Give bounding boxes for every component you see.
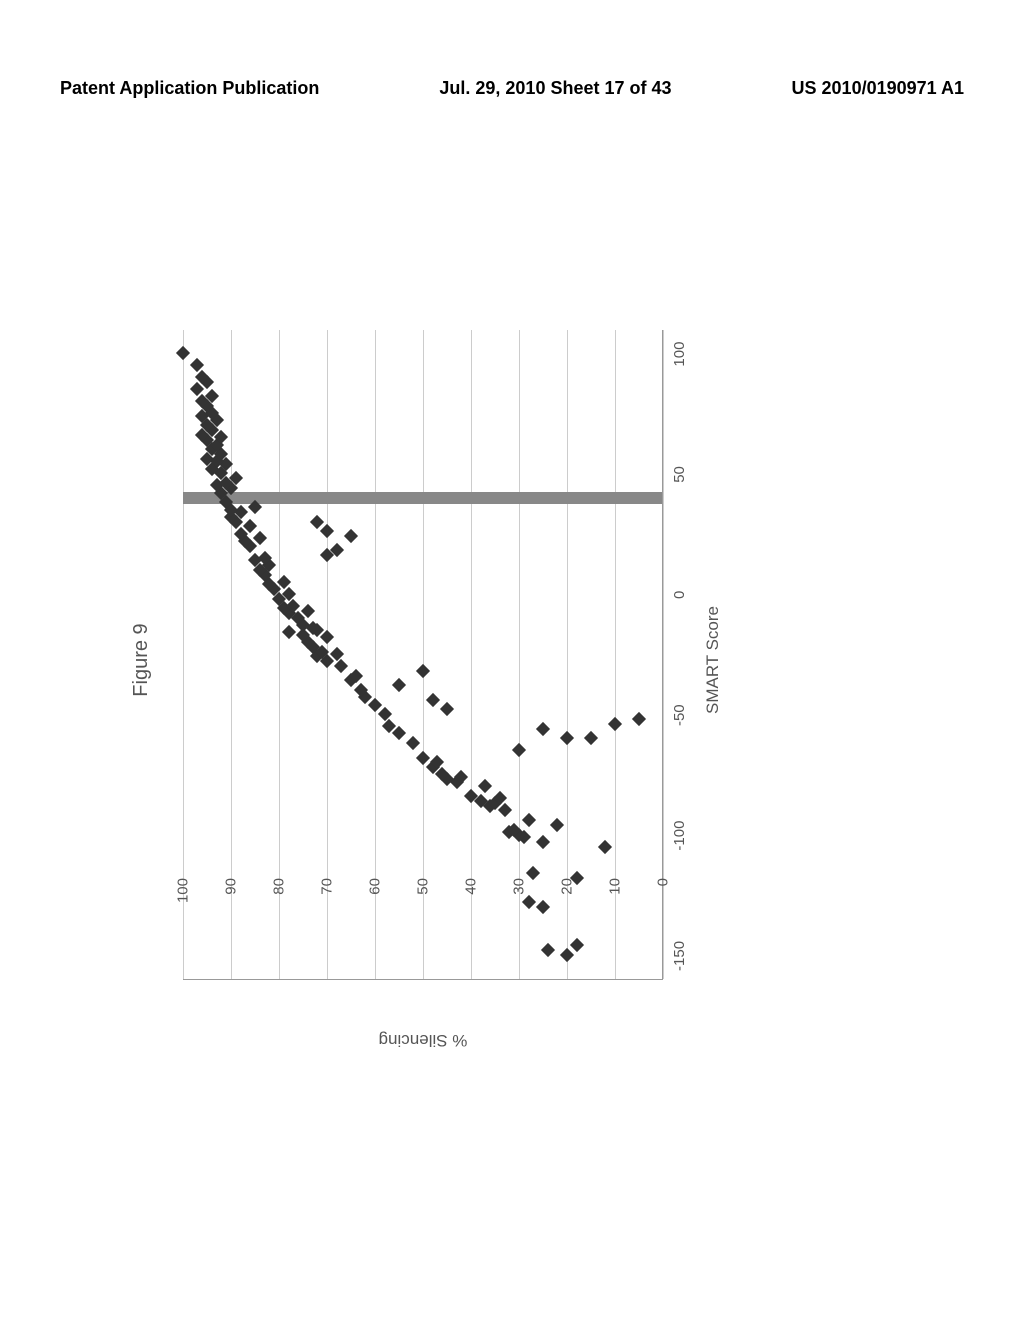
data-point: [310, 515, 324, 529]
x-tick-label: 0: [671, 591, 688, 599]
y-tick-label: 60: [367, 878, 384, 918]
y-tick-label: 20: [559, 878, 576, 918]
data-point: [584, 731, 598, 745]
data-point: [176, 346, 190, 360]
data-point: [560, 948, 574, 962]
data-point: [416, 750, 430, 764]
data-point: [416, 664, 430, 678]
x-tick-label: 50: [671, 466, 688, 483]
data-point: [320, 630, 334, 644]
data-point: [320, 524, 334, 538]
data-point: [512, 743, 526, 757]
data-point: [406, 736, 420, 750]
x-tick-label: 100: [671, 342, 688, 367]
data-point: [632, 712, 646, 726]
x-axis-label: SMART Score: [703, 606, 723, 714]
scatter-chart: % Silencing SMART Score 0102030405060708…: [173, 280, 733, 1040]
data-point: [522, 813, 536, 827]
data-point: [282, 625, 296, 639]
data-point: [498, 803, 512, 817]
data-point: [426, 693, 440, 707]
x-tick-label: -150: [671, 941, 688, 971]
data-point: [550, 818, 564, 832]
data-point: [392, 678, 406, 692]
header-left: Patent Application Publication: [60, 78, 319, 99]
y-tick-label: 10: [607, 878, 624, 918]
header-center: Jul. 29, 2010 Sheet 17 of 43: [439, 78, 671, 99]
data-point: [368, 697, 382, 711]
x-tick-label: -100: [671, 821, 688, 851]
data-point: [536, 835, 550, 849]
figure-area: Figure 9 % Silencing SMART Score 0 10 20 30…: [130, 250, 890, 1070]
data-point: [392, 726, 406, 740]
data-point: [541, 943, 555, 957]
y-tick-label: 30: [511, 878, 528, 918]
data-point: [344, 529, 358, 543]
data-point: [440, 702, 454, 716]
y-tick-label: 70: [319, 878, 336, 918]
page-header: Patent Application Publication Jul. 29, …: [0, 78, 1024, 99]
y-tick-label: 50: [415, 878, 432, 918]
figure-title: Figure 9: [130, 250, 153, 1070]
y-tick-label: 100: [175, 878, 192, 918]
data-point: [598, 840, 612, 854]
data-point: [560, 731, 574, 745]
data-point: [608, 717, 622, 731]
x-tick-label: -50: [671, 704, 688, 726]
data-point: [526, 866, 540, 880]
y-axis-label: % Silencing: [379, 1030, 468, 1050]
header-right: US 2010/0190971 A1: [792, 78, 964, 99]
data-point: [536, 900, 550, 914]
data-point: [478, 779, 492, 793]
data-point: [536, 722, 550, 736]
y-tick-label: 40: [463, 878, 480, 918]
y-tick-label: 0: [655, 878, 672, 918]
y-tick-label: 90: [223, 878, 240, 918]
data-point: [570, 938, 584, 952]
y-tick-label: 80: [271, 878, 288, 918]
